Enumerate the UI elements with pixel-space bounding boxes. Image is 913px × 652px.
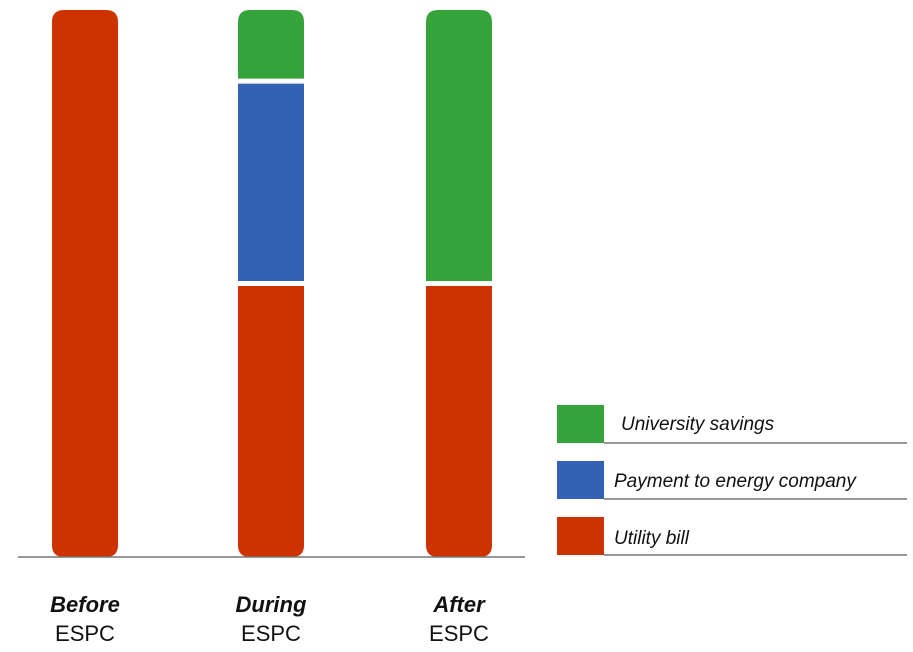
bar-segment-utility: [52, 10, 118, 557]
bars-group: [52, 10, 492, 557]
category-label-line2: ESPC: [55, 621, 115, 646]
legend: University savings Payment to energy com…: [557, 405, 907, 556]
category-label-line1: During: [236, 592, 307, 617]
legend-item-utility: Utility bill: [557, 517, 907, 556]
bar-segment-payment: [238, 83, 304, 281]
legend-label-utility: Utility bill: [614, 528, 690, 549]
category-label-line2: ESPC: [429, 621, 489, 646]
category-label-after: After ESPC: [429, 592, 489, 646]
legend-label-payment: Payment to energy company: [614, 471, 857, 492]
bar-segment-utility: [238, 286, 304, 557]
category-label-line2: ESPC: [241, 621, 301, 646]
category-labels: Before ESPC During ESPC After ESPC: [50, 592, 489, 646]
bar-segment-savings: [238, 10, 304, 79]
category-label-line1: Before: [50, 592, 120, 617]
category-label-line1: After: [432, 592, 486, 617]
category-label-during: During ESPC: [236, 592, 307, 646]
legend-swatch-utility: [557, 517, 604, 555]
legend-item-savings: University savings: [557, 405, 907, 444]
legend-label-savings: University savings: [621, 414, 775, 435]
legend-swatch-savings: [557, 405, 604, 443]
legend-item-payment: Payment to energy company: [557, 461, 907, 500]
bar-segment-utility: [426, 286, 492, 557]
category-label-before: Before ESPC: [50, 592, 120, 646]
legend-swatch-payment: [557, 461, 604, 499]
bar-segment-savings: [426, 10, 492, 281]
